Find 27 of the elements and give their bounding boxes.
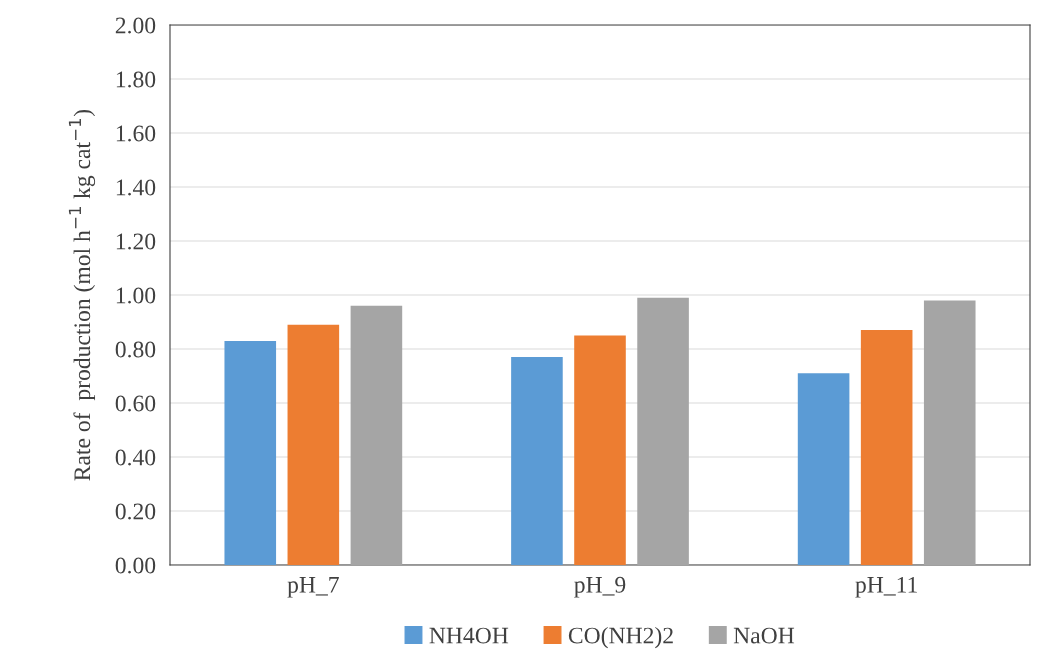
x-tick-label: pH_7 <box>287 577 339 598</box>
y-tick-label: 1.80 <box>116 71 156 88</box>
bar <box>224 340 277 565</box>
y-tick-label: 1.40 <box>116 179 156 196</box>
y-tick-label: 0.00 <box>115 557 156 574</box>
bar <box>637 297 689 565</box>
y-tick-label: 0.60 <box>115 395 156 412</box>
y-tick-label: 1.60 <box>116 125 156 142</box>
bar <box>511 357 563 565</box>
y-axis-title: Rate of production (mol h$^{−1}$ kg cat$^{−1}$) <box>68 109 96 481</box>
y-tick-label: 0.40 <box>115 449 156 466</box>
bar <box>574 335 626 565</box>
y-tick-label: 1.20 <box>116 233 156 250</box>
bar <box>350 305 403 565</box>
legend-label: NH4OH <box>429 627 509 644</box>
bar <box>860 330 913 565</box>
legend-label: CO(NH2)2 <box>568 626 673 649</box>
bar <box>923 300 976 565</box>
y-tick-label: 0.80 <box>115 341 156 358</box>
bar <box>797 373 850 565</box>
x-tick-label: pH_11 <box>855 576 917 598</box>
y-tick-label: 2.00 <box>115 17 156 34</box>
bar <box>287 324 340 565</box>
legend-label: NaOH <box>733 627 795 644</box>
y-tick-label: 1.00 <box>116 287 156 304</box>
x-tick-label: pH_9 <box>574 576 626 598</box>
y-tick-label: 0.20 <box>115 503 156 520</box>
